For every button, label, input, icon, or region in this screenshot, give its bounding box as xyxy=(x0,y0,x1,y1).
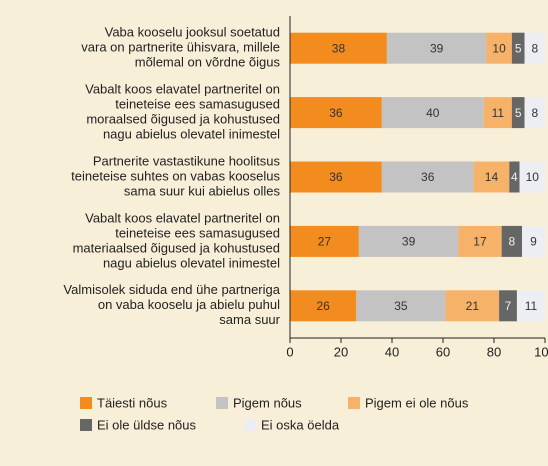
bar-segment xyxy=(290,161,382,193)
bar-segment xyxy=(516,290,545,322)
category-label: Vabalt koos elavatel partneritel on xyxy=(85,210,280,225)
bar-segment xyxy=(445,290,500,322)
bar-segment xyxy=(483,97,512,129)
value-label: 21 xyxy=(466,299,480,313)
value-label: 39 xyxy=(402,235,416,249)
x-tick-label: 20 xyxy=(334,344,348,359)
value-label: 36 xyxy=(329,170,343,184)
category-label: vara on partnerite ühisvara, millele xyxy=(81,40,280,55)
category-label: mõlemal on võrdne õigus xyxy=(135,55,281,70)
value-label: 26 xyxy=(316,299,330,313)
value-label: 7 xyxy=(505,299,512,313)
category-label: nagu abielus olevatel inimestel xyxy=(103,127,280,142)
value-label: 36 xyxy=(329,106,343,120)
bar-segment xyxy=(524,97,545,129)
value-label: 39 xyxy=(430,41,444,55)
legend-label: Ei ole üldse nõus xyxy=(97,417,197,432)
category-label: moraalsed õigused ja kohustused xyxy=(86,112,280,127)
bar-segment xyxy=(290,97,382,129)
bar-segment xyxy=(501,225,523,257)
value-label: 40 xyxy=(426,106,440,120)
bar-segment xyxy=(522,225,545,257)
bar-segment xyxy=(386,32,487,64)
bar-segment xyxy=(499,290,517,322)
bar-segment xyxy=(511,32,525,64)
x-tick-label: 0 xyxy=(286,344,293,359)
legend-swatch xyxy=(216,397,228,409)
bar-segment xyxy=(290,32,387,64)
value-label: 8 xyxy=(531,106,538,120)
value-label: 36 xyxy=(421,170,435,184)
value-label: 17 xyxy=(473,235,487,249)
category-label: on vaba kooselu ja abielu puhul xyxy=(98,297,280,312)
value-label: 9 xyxy=(530,235,537,249)
x-tick-label: 40 xyxy=(385,344,399,359)
bar-segment xyxy=(473,161,510,193)
bar-segment xyxy=(511,97,525,129)
x-tick-label: 60 xyxy=(436,344,450,359)
bar-segment xyxy=(381,97,484,129)
legend-swatch xyxy=(80,397,92,409)
category-label: teineteise ees samasugused xyxy=(115,97,280,112)
category-label: nagu abielus olevatel inimestel xyxy=(103,255,280,270)
bar-segment xyxy=(519,161,545,193)
category-label: sama suur xyxy=(219,312,280,327)
category-label: sama suur kui abielus olles xyxy=(124,183,281,198)
value-label: 8 xyxy=(509,235,516,249)
bar-segment xyxy=(509,161,520,193)
value-label: 5 xyxy=(515,106,522,120)
category-label: Vaba kooselu jooksul soetatud xyxy=(105,25,280,40)
legend-label: Ei oska öelda xyxy=(261,417,340,432)
value-label: 14 xyxy=(485,170,499,184)
value-label: 38 xyxy=(332,41,346,55)
category-label: teineteise ees samasugused xyxy=(115,225,280,240)
legend-label: Täiesti nõus xyxy=(97,395,168,410)
category-label: teineteise suhtes on vabas kooselus xyxy=(71,168,280,183)
legend-swatch xyxy=(80,419,92,431)
value-label: 5 xyxy=(515,41,522,55)
bar-segment xyxy=(290,290,357,322)
legend-label: Pigem ei ole nõus xyxy=(365,395,469,410)
x-tick-label: 80 xyxy=(487,344,501,359)
value-label: 11 xyxy=(492,106,505,120)
x-tick-label: 100 xyxy=(534,344,548,359)
value-label: 4 xyxy=(511,170,518,184)
value-label: 8 xyxy=(531,41,538,55)
bar-segment xyxy=(356,290,446,322)
value-label: 10 xyxy=(526,170,540,184)
value-label: 10 xyxy=(492,41,506,55)
bar-segment xyxy=(486,32,512,64)
legend-swatch xyxy=(348,397,360,409)
legend-swatch xyxy=(244,419,256,431)
bar-segment xyxy=(358,225,459,257)
value-label: 35 xyxy=(394,299,408,313)
category-label: Partnerite vastastikune hoolitsus xyxy=(93,153,281,168)
category-label: materiaalsed õigused ja kohustused xyxy=(73,240,280,255)
value-label: 11 xyxy=(525,299,538,313)
bar-segment xyxy=(381,161,474,193)
bar-segment xyxy=(458,225,502,257)
bar-segment xyxy=(290,225,359,257)
bar-segment xyxy=(524,32,545,64)
category-label: Vabalt koos elavatel partneritel on xyxy=(85,82,280,97)
category-label: Valmisolek siduda end ühe partneriga xyxy=(63,282,280,297)
value-label: 27 xyxy=(318,235,332,249)
legend-label: Pigem nõus xyxy=(233,395,302,410)
